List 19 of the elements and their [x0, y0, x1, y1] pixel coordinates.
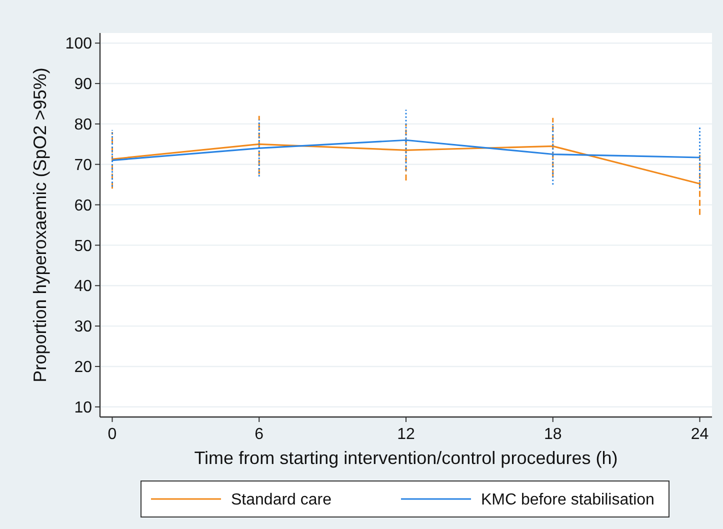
x-tick-label: 12	[397, 426, 415, 443]
legend-label: Standard care	[231, 492, 332, 509]
x-tick-label: 24	[690, 426, 709, 443]
y-tick-label: 10	[74, 399, 92, 416]
y-tick-label: 100	[65, 36, 92, 53]
x-tick-label: 18	[544, 426, 562, 443]
y-tick-label: 60	[74, 197, 92, 214]
y-tick-label: 90	[74, 76, 92, 94]
y-tick-label: 50	[74, 238, 92, 255]
x-tick-label: 0	[108, 426, 117, 443]
x-axis-title: Time from starting intervention/control procedures (h)	[194, 448, 618, 468]
y-tick-label: 20	[74, 359, 92, 376]
x-tick-label: 6	[254, 426, 264, 443]
y-tick-label: 30	[74, 318, 92, 336]
y-axis-title: Proportion hyperoxaemic (SpO2 >95%)	[30, 68, 50, 382]
y-tick-label: 80	[74, 116, 92, 134]
legend-label: KMC before stabilisation	[481, 492, 654, 509]
y-tick-label: 70	[74, 156, 92, 174]
y-tick-label: 40	[74, 278, 92, 296]
